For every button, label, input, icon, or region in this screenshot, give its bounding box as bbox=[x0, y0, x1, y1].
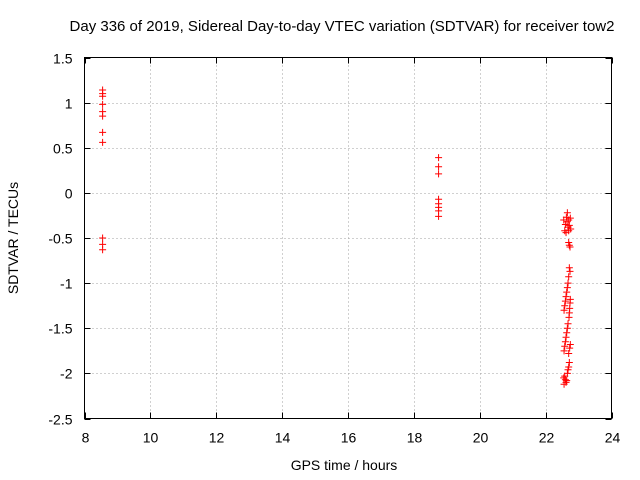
data-point bbox=[563, 369, 571, 377]
data-point bbox=[99, 128, 107, 136]
data-point bbox=[566, 344, 574, 352]
data-point bbox=[99, 112, 107, 120]
data-point bbox=[563, 218, 571, 226]
x-axis-tick-labels: 8 10 12 14 16 18 20 22 24 bbox=[82, 430, 621, 446]
y-tick-label: 1.5 bbox=[53, 51, 73, 67]
y-tick-label: 0.5 bbox=[53, 141, 73, 157]
data-point bbox=[564, 366, 572, 374]
y-tick-label: -2 bbox=[60, 366, 73, 382]
data-point bbox=[563, 329, 571, 337]
data-point bbox=[566, 267, 574, 275]
data-point bbox=[563, 284, 571, 292]
data-point bbox=[562, 333, 570, 341]
axis-ticks bbox=[84, 57, 613, 420]
data-point bbox=[561, 297, 569, 305]
data-point bbox=[563, 324, 571, 332]
data-point bbox=[563, 288, 571, 296]
y-tick-label: -0.5 bbox=[48, 231, 72, 247]
y-axis-label: SDTVAR / TECUs bbox=[5, 182, 21, 294]
y-tick-label: -1.5 bbox=[48, 321, 72, 337]
data-point bbox=[565, 350, 573, 358]
data-point bbox=[560, 374, 568, 382]
data-point bbox=[566, 340, 574, 348]
data-point bbox=[565, 273, 573, 281]
data-point bbox=[565, 264, 573, 272]
data-point bbox=[435, 170, 443, 178]
data-point bbox=[99, 100, 107, 108]
data-point bbox=[561, 342, 569, 350]
data-point bbox=[560, 380, 568, 388]
x-tick-label: 14 bbox=[275, 430, 291, 446]
data-point bbox=[564, 320, 572, 328]
data-point bbox=[565, 241, 573, 249]
x-tick-label: 8 bbox=[82, 430, 90, 446]
data-point bbox=[565, 313, 573, 321]
y-tick-label: -1 bbox=[60, 276, 73, 292]
x-tick-label: 22 bbox=[539, 430, 555, 446]
data-points bbox=[99, 86, 575, 388]
data-point bbox=[564, 279, 572, 287]
y-tick-label: 0 bbox=[65, 186, 73, 202]
data-point bbox=[565, 227, 573, 235]
data-point bbox=[566, 214, 574, 222]
data-point bbox=[562, 293, 570, 301]
data-point bbox=[565, 221, 573, 229]
data-point bbox=[99, 246, 107, 254]
x-tick-label: 20 bbox=[473, 430, 489, 446]
data-point bbox=[560, 347, 568, 355]
chart-title: Day 336 of 2019, Sidereal Day-to-day VTE… bbox=[70, 18, 615, 35]
data-point bbox=[563, 209, 571, 217]
x-tick-label: 12 bbox=[209, 430, 225, 446]
x-tick-label: 24 bbox=[605, 430, 621, 446]
data-point bbox=[560, 306, 568, 314]
x-tick-label: 10 bbox=[143, 430, 159, 446]
x-tick-label: 18 bbox=[407, 430, 423, 446]
plot-frame bbox=[84, 57, 612, 419]
data-point bbox=[435, 212, 443, 220]
data-point bbox=[565, 359, 573, 367]
y-tick-label: -2.5 bbox=[48, 412, 72, 428]
data-point bbox=[566, 243, 574, 251]
data-point bbox=[99, 138, 107, 146]
x-axis-label: GPS time / hours bbox=[291, 457, 398, 473]
data-point bbox=[99, 234, 107, 242]
data-point bbox=[561, 302, 569, 310]
data-point bbox=[99, 92, 107, 100]
data-point bbox=[435, 163, 443, 171]
y-axis-tick-labels: 1.5 1 0.5 0 -0.5 -1 -1.5 -2 -2.5 bbox=[48, 51, 72, 428]
data-point bbox=[565, 216, 573, 224]
data-point bbox=[435, 154, 443, 162]
data-point bbox=[561, 338, 569, 346]
y-tick-label: 1 bbox=[65, 96, 73, 112]
grid-lines bbox=[84, 57, 612, 419]
x-tick-label: 16 bbox=[341, 430, 357, 446]
